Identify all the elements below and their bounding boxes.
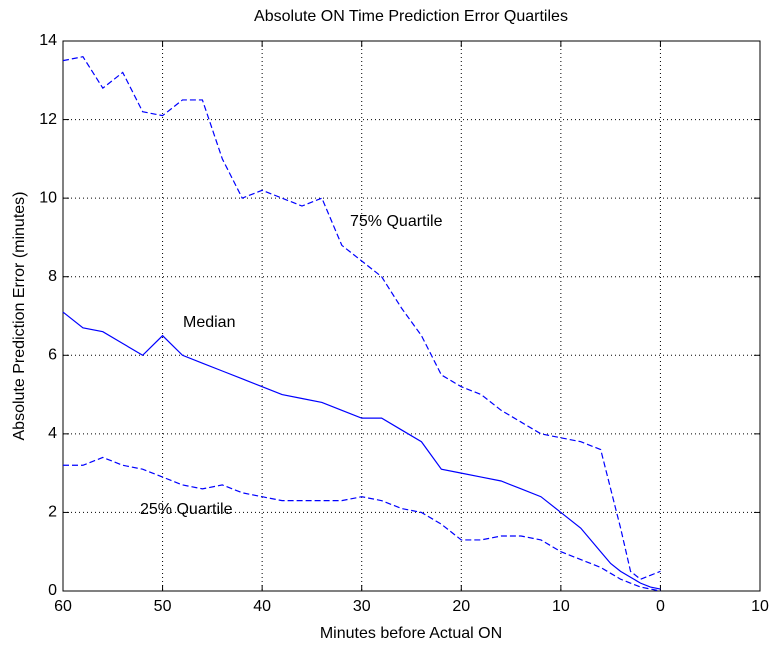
y-tick-label: 0	[48, 582, 57, 599]
x-axis-label: Minutes before Actual ON	[320, 625, 502, 642]
x-tick-label: 60	[54, 598, 72, 615]
y-tick-label: 14	[39, 32, 57, 49]
plot-frame	[62, 40, 761, 592]
series-label: 25% Quartile	[140, 501, 233, 518]
x-tick-label: 0	[656, 598, 665, 615]
x-tick-label: 10	[552, 598, 570, 615]
chart-title: Absolute ON Time Prediction Error Quarti…	[254, 8, 568, 25]
y-tick-label: 6	[48, 347, 57, 364]
x-tick-label: 10	[751, 598, 769, 615]
y-tick-label: 10	[39, 189, 57, 206]
x-tick-label: 30	[353, 598, 371, 615]
y-tick-label: 4	[48, 425, 57, 442]
series-label: Median	[183, 314, 235, 331]
x-tick-label: 50	[154, 598, 172, 615]
series-line	[62, 56, 661, 580]
x-tick-label: 40	[253, 598, 271, 615]
series-label: 75% Quartile	[350, 213, 443, 230]
y-tick-label: 2	[48, 504, 57, 521]
y-axis-label: Absolute Prediction Error (minutes)	[11, 192, 28, 441]
x-tick-label: 20	[452, 598, 470, 615]
y-tick-label: 8	[48, 268, 57, 285]
series-line	[62, 311, 661, 590]
y-tick-label: 12	[39, 111, 57, 128]
series-line	[63, 456, 661, 592]
